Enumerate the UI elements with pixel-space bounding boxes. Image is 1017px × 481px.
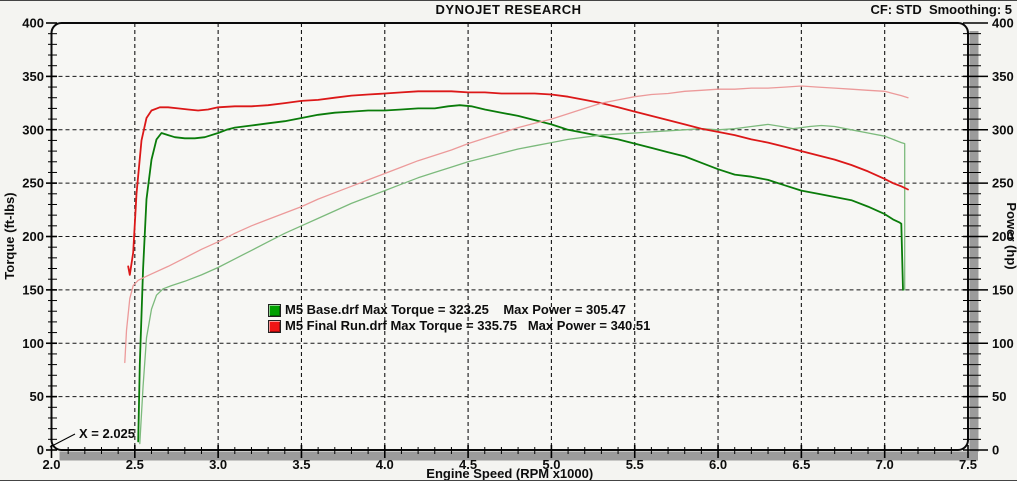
svg-text:200: 200 bbox=[992, 229, 1014, 244]
svg-text:0: 0 bbox=[37, 443, 44, 458]
svg-text:250: 250 bbox=[22, 176, 44, 191]
right-axis-title: Power (hp) bbox=[1004, 202, 1017, 269]
svg-text:5.0: 5.0 bbox=[542, 457, 560, 472]
cursor-x-value: X = 2.025 bbox=[79, 426, 135, 441]
cursor-readout: X = 2.025 bbox=[49, 426, 135, 448]
legend-color-chip bbox=[268, 303, 281, 317]
legend-label: M5 Base.drf Max Torque = 323.25 Max Powe… bbox=[285, 302, 626, 317]
left-axis-title: Torque (ft-lbs) bbox=[2, 192, 17, 279]
svg-text:100: 100 bbox=[992, 336, 1014, 351]
curve-m5-base-power bbox=[139, 123, 906, 445]
svg-text:400: 400 bbox=[992, 16, 1014, 31]
correction-smoothing-label: CF: STD Smoothing: 5 bbox=[870, 2, 1012, 17]
svg-text:5.5: 5.5 bbox=[626, 457, 644, 472]
curve-m5-final-torque bbox=[127, 90, 909, 276]
curve-m5-final-power bbox=[124, 85, 909, 364]
svg-text:6.0: 6.0 bbox=[709, 457, 727, 472]
svg-text:300: 300 bbox=[992, 122, 1014, 137]
axis-ticks bbox=[46, 22, 988, 458]
svg-text:350: 350 bbox=[992, 69, 1014, 84]
frame-shadow bbox=[59, 31, 979, 461]
curve-m5-base-torque bbox=[137, 104, 904, 443]
gridlines bbox=[51, 23, 968, 450]
svg-text:2.5: 2.5 bbox=[126, 457, 144, 472]
legend: M5 Base.drf Max Torque = 323.25 Max Powe… bbox=[268, 302, 650, 334]
svg-text:150: 150 bbox=[22, 282, 44, 297]
svg-text:3.0: 3.0 bbox=[209, 457, 227, 472]
svg-text:6.5: 6.5 bbox=[792, 457, 810, 472]
svg-text:50: 50 bbox=[992, 389, 1006, 404]
svg-text:7.5: 7.5 bbox=[959, 457, 977, 472]
svg-text:4.0: 4.0 bbox=[376, 457, 394, 472]
svg-text:400: 400 bbox=[22, 16, 44, 31]
chart-title: DYNOJET RESEARCH bbox=[435, 2, 582, 17]
svg-text:2.0: 2.0 bbox=[42, 457, 60, 472]
svg-text:250: 250 bbox=[992, 176, 1014, 191]
legend-label: M5 Final Run.drf Max Torque = 335.75 Max… bbox=[285, 318, 651, 333]
svg-text:300: 300 bbox=[22, 122, 44, 137]
svg-text:3.5: 3.5 bbox=[292, 457, 310, 472]
legend-row-final: M5 Final Run.drf Max Torque = 335.75 Max… bbox=[268, 318, 650, 334]
svg-text:0: 0 bbox=[992, 443, 999, 458]
svg-text:4.5: 4.5 bbox=[459, 457, 477, 472]
svg-text:50: 50 bbox=[30, 389, 44, 404]
cursor-pointer-line bbox=[49, 433, 76, 448]
x-axis-title: Engine Speed (RPM x1000) bbox=[426, 466, 593, 481]
svg-text:200: 200 bbox=[22, 229, 44, 244]
svg-text:7.0: 7.0 bbox=[876, 457, 894, 472]
legend-color-chip bbox=[268, 319, 281, 333]
axis-tick-labels: 2.0 2.5 3.0 3.5 4.0 4.5 5.0 5.5 6.0 6.5 7.0 7.5 0 0 50… bbox=[22, 16, 1013, 473]
svg-text:350: 350 bbox=[22, 69, 44, 84]
legend-row-base: M5 Base.drf Max Torque = 323.25 Max Powe… bbox=[268, 302, 650, 318]
series-curves bbox=[124, 85, 909, 445]
svg-text:100: 100 bbox=[22, 336, 44, 351]
svg-text:150: 150 bbox=[992, 282, 1014, 297]
